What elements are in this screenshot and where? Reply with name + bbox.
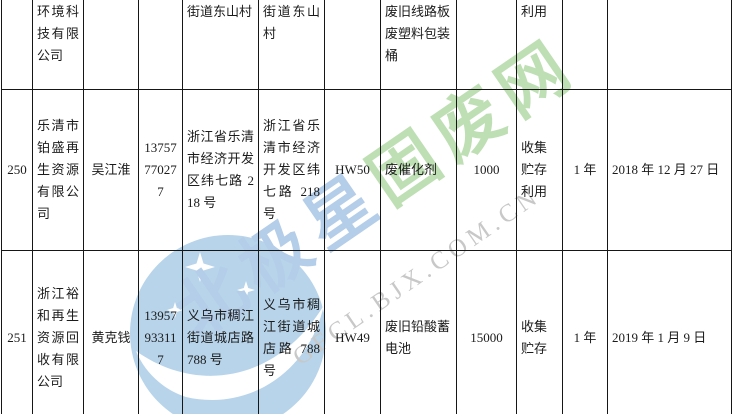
cell-quantity: 1000	[456, 88, 517, 251]
table-row-continuation: 环境科技有限公司 街道东山村 街道东山村 废旧线路板 废塑料包装桶 利用	[1, 0, 732, 90]
cell-operation-type: 收集 贮存 利用	[516, 88, 563, 251]
cell-quantity: 15000	[456, 249, 517, 414]
cell-address-1: 浙江省乐清市经济开发区纬七路 218 号	[182, 88, 259, 251]
cell-serial-number: 250	[1, 88, 33, 251]
cell-issue-date: 2019 年 1 月 9 日	[607, 249, 732, 414]
cell-waste-code: HW50	[324, 88, 381, 251]
cell-operation-type: 利用	[516, 0, 563, 90]
cell-address-2: 义乌市稠江街道城店路 788 号	[258, 249, 325, 414]
cell-address-1: 义乌市稠江街道城店路 788 号	[182, 249, 259, 414]
cell-company-name: 浙江裕和再生资源回收有限公司	[32, 249, 84, 414]
cell-contact-person: 黄克钱	[83, 249, 139, 414]
cell-issue-date: 2018 年 12 月 27 日	[607, 88, 732, 251]
cell-serial-number	[1, 0, 33, 90]
cell-operation-type: 收集 贮存	[516, 249, 563, 414]
cell-company-name: 乐清市铂盛再生资源有限公司	[32, 88, 84, 251]
cell-waste-name: 废催化剂	[380, 88, 457, 251]
cell-serial-number: 251	[1, 249, 33, 414]
table-row-251: 251 浙江裕和再生资源回收有限公司 黄克钱 13957933117 义乌市稠江…	[1, 249, 732, 414]
cell-company-name: 环境科技有限公司	[32, 0, 84, 90]
cell-waste-code	[324, 0, 381, 90]
cell-contact-person	[83, 0, 139, 90]
cell-waste-name: 废旧铅酸蓄电池	[380, 249, 457, 414]
table-row-250: 250 乐清市铂盛再生资源有限公司 吴江淮 13757770277 浙江省乐清市…	[1, 88, 732, 251]
cell-waste-name: 废旧线路板 废塑料包装桶	[380, 0, 457, 90]
cell-quantity	[456, 0, 517, 90]
cell-license-term: 1 年	[562, 88, 608, 251]
cell-address-2: 街道东山村	[258, 0, 325, 90]
cell-phone-number: 13757770277	[138, 88, 183, 251]
cell-address-2: 浙江省乐清市经济开发区纬七路 218 号	[258, 88, 325, 251]
cell-phone-number: 13957933117	[138, 249, 183, 414]
cell-license-term: 1 年	[562, 249, 608, 414]
cell-waste-code: HW49	[324, 249, 381, 414]
cell-address-1: 街道东山村	[182, 0, 259, 90]
cell-license-term	[562, 0, 608, 90]
cell-contact-person: 吴江淮	[83, 88, 139, 251]
cell-issue-date	[607, 0, 732, 90]
cell-phone-number	[138, 0, 183, 90]
